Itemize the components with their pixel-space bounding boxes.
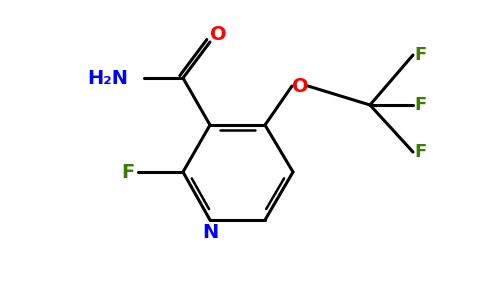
Text: O: O — [210, 25, 227, 44]
Text: O: O — [292, 76, 308, 95]
Text: N: N — [202, 223, 218, 242]
Text: F: F — [121, 163, 135, 182]
Text: H₂N: H₂N — [87, 68, 128, 88]
Text: F: F — [415, 46, 427, 64]
Text: F: F — [415, 143, 427, 161]
Text: F: F — [415, 96, 427, 114]
